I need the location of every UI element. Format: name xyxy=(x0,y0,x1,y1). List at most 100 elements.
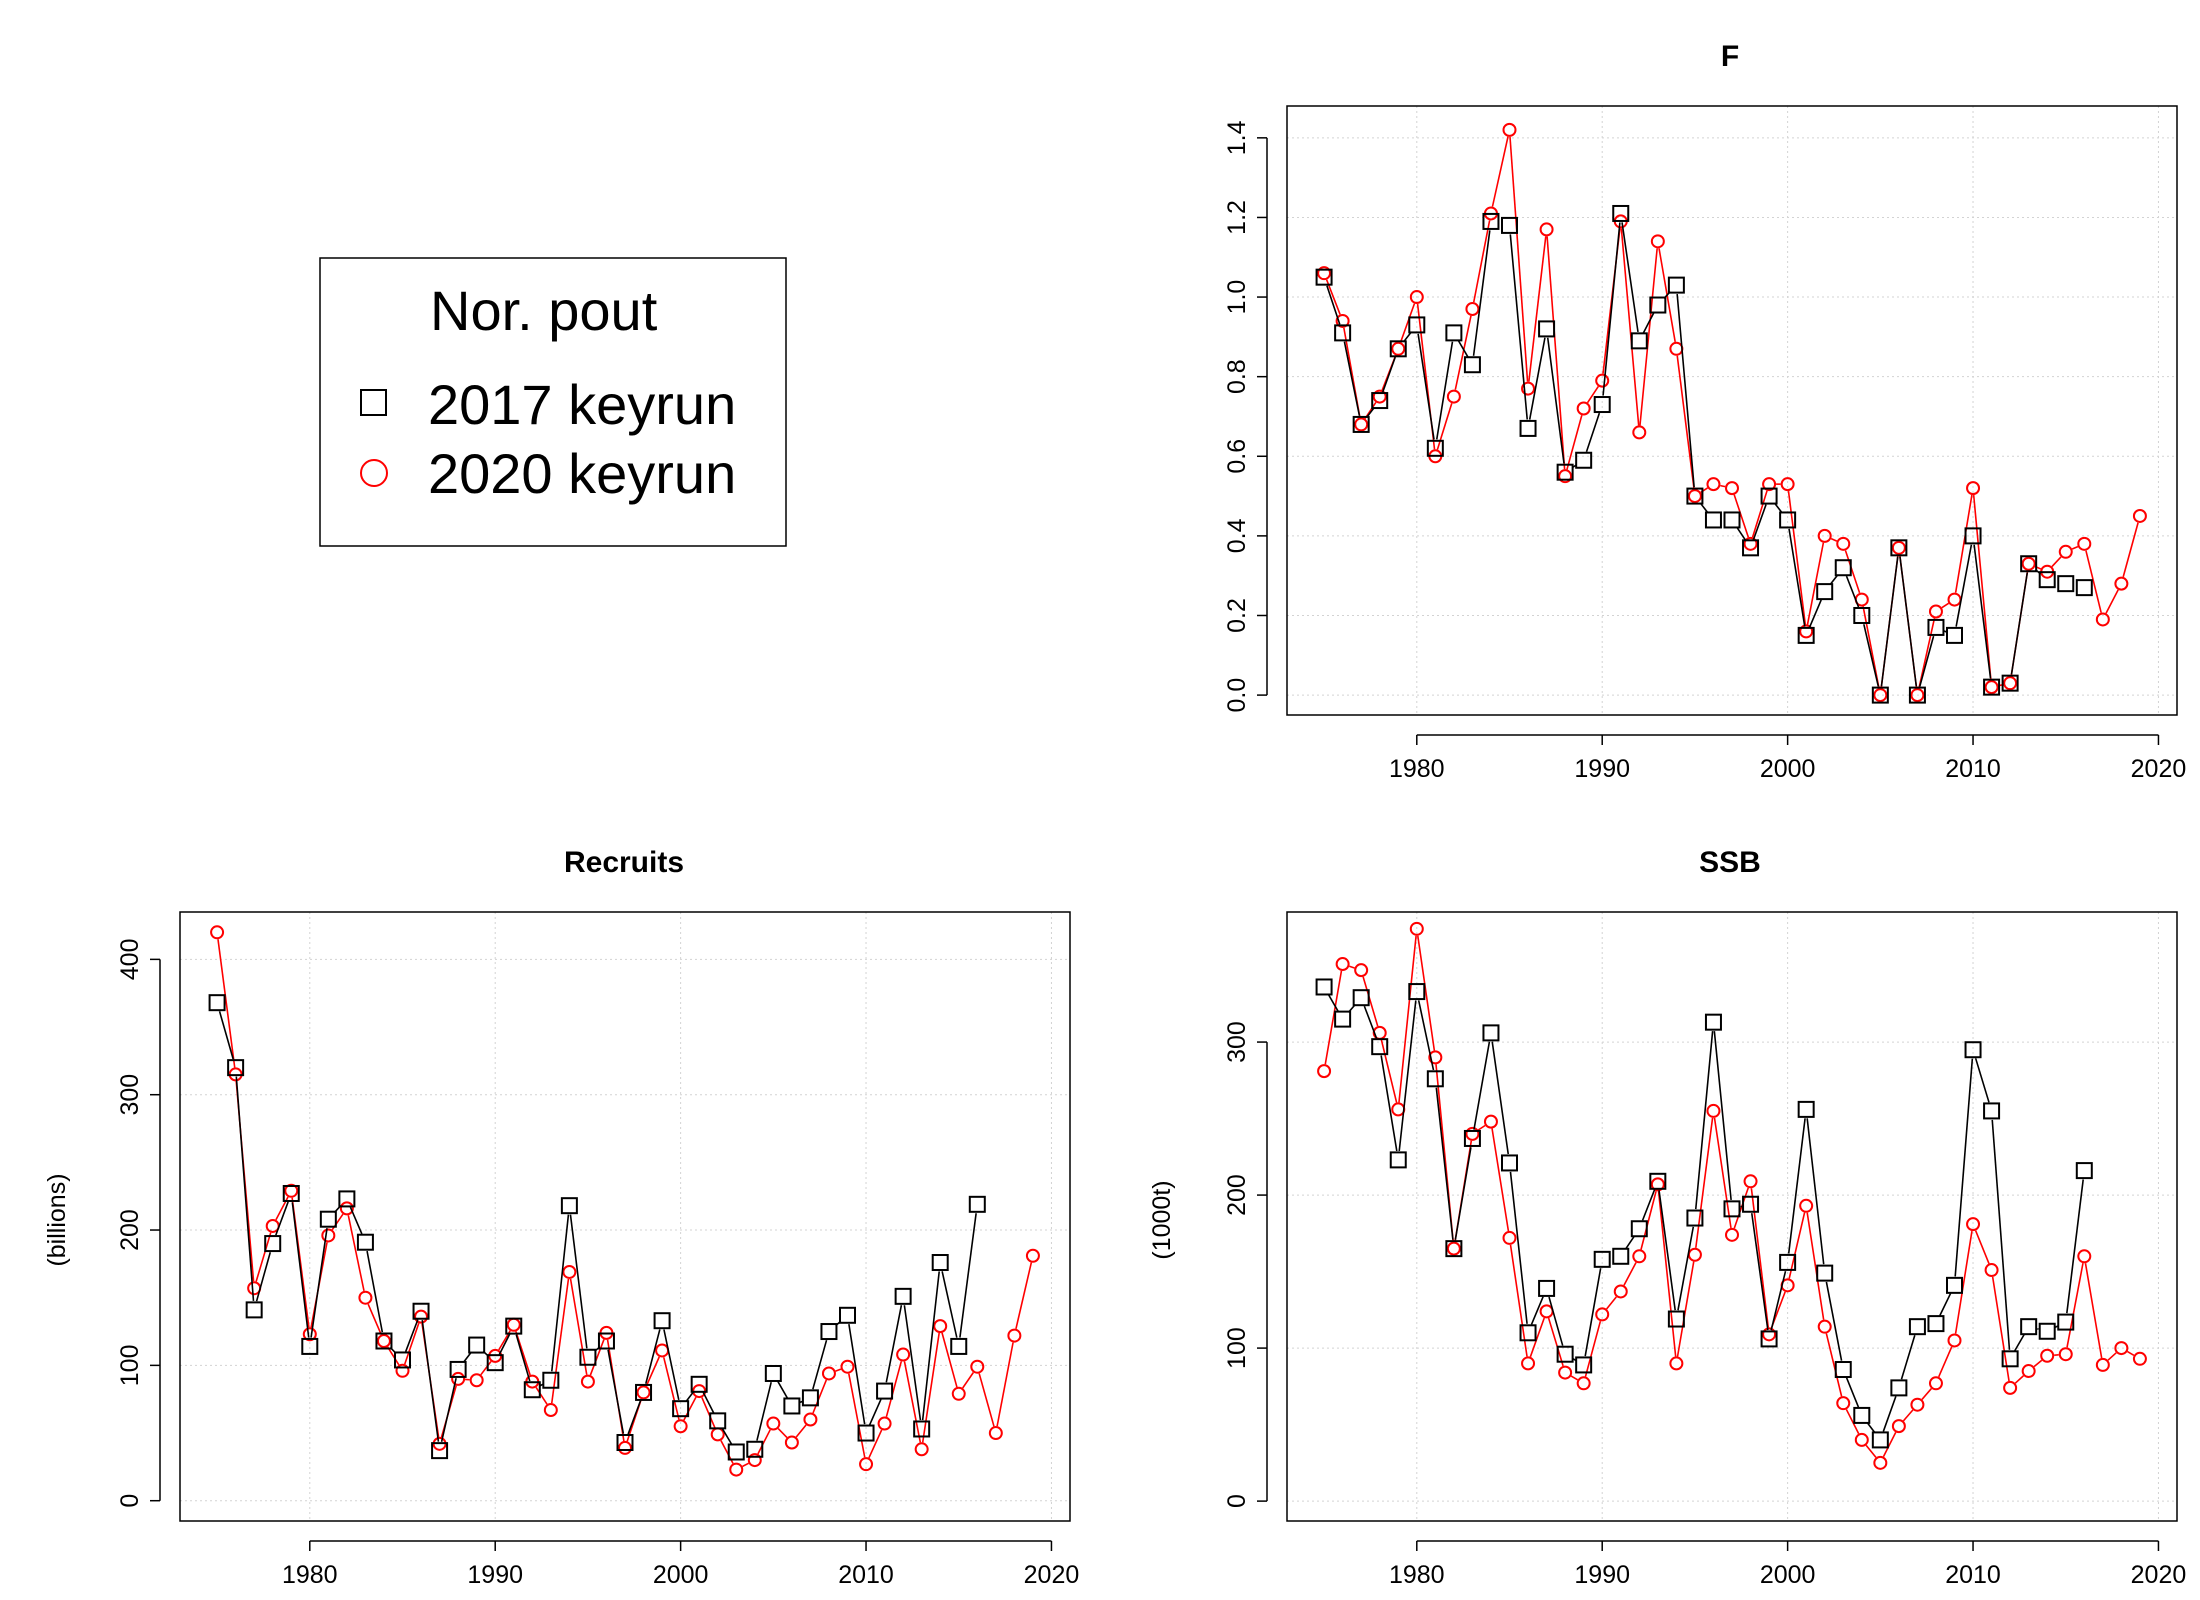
series-segment xyxy=(255,1232,272,1282)
series-segment xyxy=(569,1278,588,1375)
marker-square-2017 xyxy=(1575,1356,1593,1374)
series-segment xyxy=(1972,495,1992,681)
marker-circle-2020 xyxy=(1391,1102,1406,1117)
series-segment xyxy=(1770,1270,1787,1331)
marker-circle-2020 xyxy=(1539,1304,1554,1319)
marker-square-2017 xyxy=(431,1442,449,1460)
series-segment xyxy=(1327,994,1339,1012)
series-segment xyxy=(1398,935,1417,1103)
marker-square-2017 xyxy=(1556,463,1574,481)
series-segment xyxy=(440,1378,457,1443)
marker-circle-2020 xyxy=(302,1327,317,1342)
y-tick-label: 1.4 xyxy=(1223,120,1251,155)
series-segment xyxy=(1477,1124,1486,1131)
series-segment xyxy=(1548,1296,1564,1346)
series-segment xyxy=(2122,522,2139,578)
series-segment xyxy=(1825,1333,1843,1397)
series-segment xyxy=(1546,337,1565,464)
series-segment xyxy=(1642,312,1655,334)
marker-circle-2020 xyxy=(1928,1376,1943,1391)
series-segment xyxy=(550,1278,570,1404)
marker-circle-2020 xyxy=(1632,1249,1647,1264)
series-segment xyxy=(1417,333,1435,440)
series-segment xyxy=(1676,355,1695,490)
marker-square-2017 xyxy=(2038,571,2056,589)
series-segment xyxy=(1586,386,1599,404)
marker-square-2017 xyxy=(579,1348,597,1366)
series-segment xyxy=(1473,1041,1491,1130)
marker-circle-2020 xyxy=(1910,688,1925,703)
series-segment xyxy=(645,1329,661,1384)
marker-square-2017 xyxy=(2075,1162,2093,1180)
marker-square-2017 xyxy=(1630,332,1648,350)
series-segment xyxy=(777,1380,789,1399)
series-segment xyxy=(550,1214,570,1372)
marker-square-2017 xyxy=(468,1336,486,1354)
marker-square-2017 xyxy=(505,1317,523,1335)
series-segment xyxy=(589,1339,605,1376)
series-segment xyxy=(1528,236,1547,382)
series-segment xyxy=(1491,1041,1510,1155)
marker-circle-2020 xyxy=(2077,536,2092,551)
marker-square-2017 xyxy=(1946,1276,1963,1294)
series-segment xyxy=(1623,1262,1637,1286)
marker-circle-2020 xyxy=(580,1374,595,1389)
x-tick-label: 1990 xyxy=(1574,755,1630,783)
series-segment xyxy=(1806,1212,1825,1320)
marker-square-2017 xyxy=(301,1337,319,1355)
y-tick-label: 400 xyxy=(116,939,144,981)
marker-square-2017 xyxy=(412,1302,430,1320)
marker-circle-2020 xyxy=(1947,1333,1962,1348)
marker-circle-2020 xyxy=(562,1264,577,1279)
marker-square-2017 xyxy=(1704,1013,1722,1031)
marker-square-2017 xyxy=(1946,626,1963,644)
series-segment xyxy=(366,1250,384,1333)
series-segment xyxy=(2071,545,2079,550)
marker-square-2017 xyxy=(394,1351,411,1369)
series-segment xyxy=(217,939,236,1068)
series-segment xyxy=(1943,630,1947,633)
marker-square-2017 xyxy=(1501,1154,1518,1172)
x-tick-label: 2000 xyxy=(1760,755,1816,783)
marker-circle-2020 xyxy=(2132,1351,2147,1366)
marker-circle-2020 xyxy=(673,1419,688,1434)
series-segment xyxy=(1882,1396,1897,1432)
marker-square-2017 xyxy=(1389,1151,1407,1169)
marker-square-2017 xyxy=(1760,1330,1778,1348)
marker-square-2017 xyxy=(227,1059,245,1077)
marker-circle-2020 xyxy=(1576,401,1591,416)
marker-square-2017 xyxy=(1389,340,1407,358)
marker-circle-2020 xyxy=(1836,536,1851,551)
marker-square-2017 xyxy=(356,1233,374,1251)
marker-square-2017 xyxy=(1463,1129,1481,1147)
series-segment xyxy=(1566,415,1583,470)
series-segment xyxy=(662,1357,680,1420)
series-segment xyxy=(1381,357,1396,393)
marker-circle-2020 xyxy=(1409,921,1424,936)
marker-circle-2020 xyxy=(710,1427,725,1442)
panel-recruits: Recruits (billions) 1980 1990 2000 2010 2020… xyxy=(43,846,1079,1589)
y-tick-label: 100 xyxy=(116,1345,144,1387)
series-segment xyxy=(1825,1281,1843,1361)
series-segment xyxy=(2107,1352,2117,1361)
marker-square-2017 xyxy=(2075,579,2093,597)
series-segment xyxy=(795,1424,807,1438)
legend-circle-icon xyxy=(360,459,388,487)
marker-square-2017 xyxy=(1834,1361,1852,1379)
marker-circle-2020 xyxy=(358,1290,373,1305)
panel-f-plot: 1980 1990 2000 2010 2020 0.0 0.2 0.4 0.6 0.8 1.0 1.… xyxy=(1223,105,2186,783)
marker-square-2017 xyxy=(1890,1379,1908,1397)
marker-circle-2020 xyxy=(2003,1380,2018,1395)
series-segment xyxy=(702,1391,715,1414)
marker-square-2017 xyxy=(1723,1200,1741,1218)
y-tick-label: 1.0 xyxy=(1223,280,1251,315)
series-segment xyxy=(1919,635,1935,687)
series-segment xyxy=(2051,556,2062,568)
marker-circle-2020 xyxy=(1632,425,1647,440)
marker-circle-2020 xyxy=(1446,1241,1461,1256)
y-tick-label: 0 xyxy=(116,1494,144,1508)
series-segment xyxy=(1830,537,1838,542)
marker-square-2017 xyxy=(1482,212,1500,230)
series-segment xyxy=(1845,1409,1860,1435)
panel-recruits-ylabel: (billions) xyxy=(43,1173,71,1266)
